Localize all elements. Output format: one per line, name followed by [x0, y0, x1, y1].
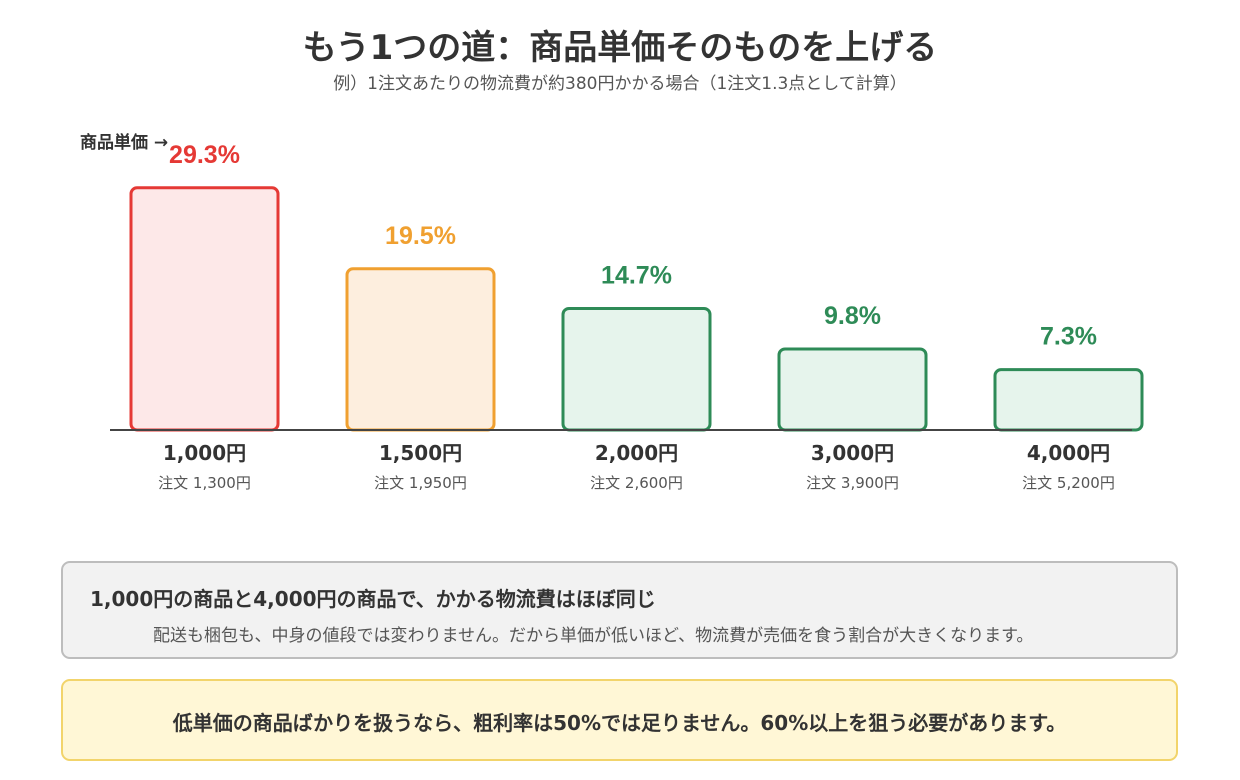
- bar: [993, 368, 1144, 432]
- bar: [345, 267, 496, 432]
- info-note-box: 1,000円の商品と4,000円の商品で、かかる物流費はほぼ同じ 配送も梱包も、…: [61, 561, 1178, 659]
- data-label: 19.5%: [385, 222, 456, 250]
- warning-text: 低単価の商品ばかりを扱うなら、粗利率は50%では足りません。60%以上を狙う必要…: [172, 711, 1067, 735]
- x-tick-label: 1,500円: [379, 441, 462, 465]
- page-title: もう1つの道：商品単価そのものを上げる: [302, 28, 938, 68]
- x-tick-sublabel: 注文 2,600円: [590, 474, 683, 492]
- data-label: 9.8%: [824, 302, 881, 330]
- x-tick-label: 1,000円: [163, 441, 246, 465]
- bar: [129, 186, 280, 432]
- x-tick-sublabel: 注文 1,300円: [158, 474, 251, 492]
- x-tick-label: 2,000円: [595, 441, 678, 465]
- bar: [561, 306, 712, 432]
- x-tick-sublabel: 注文 5,200円: [1022, 474, 1115, 492]
- x-tick-label: 3,000円: [811, 441, 894, 465]
- y-axis-label: 商品単価 →: [80, 132, 168, 153]
- x-tick-sublabel: 注文 1,950円: [374, 474, 467, 492]
- note-heading: 1,000円の商品と4,000円の商品で、かかる物流費はほぼ同じ: [90, 587, 656, 611]
- note-body: 配送も梱包も、中身の値段では変わりません。だから単価が低いほど、物流費が売価を食…: [153, 626, 1034, 646]
- x-tick-label: 4,000円: [1027, 441, 1110, 465]
- x-tick-sublabel: 注文 3,900円: [806, 474, 899, 492]
- data-label: 14.7%: [601, 261, 672, 289]
- data-label: 7.3%: [1040, 323, 1097, 351]
- data-label: 29.3%: [169, 141, 240, 169]
- warning-box: 低単価の商品ばかりを扱うなら、粗利率は50%では足りません。60%以上を狙う必要…: [61, 679, 1178, 761]
- page-subtitle: 例）1注文あたりの物流費が約380円かかる場合（1注文1.3点として計算）: [333, 74, 907, 94]
- bar: [777, 347, 928, 432]
